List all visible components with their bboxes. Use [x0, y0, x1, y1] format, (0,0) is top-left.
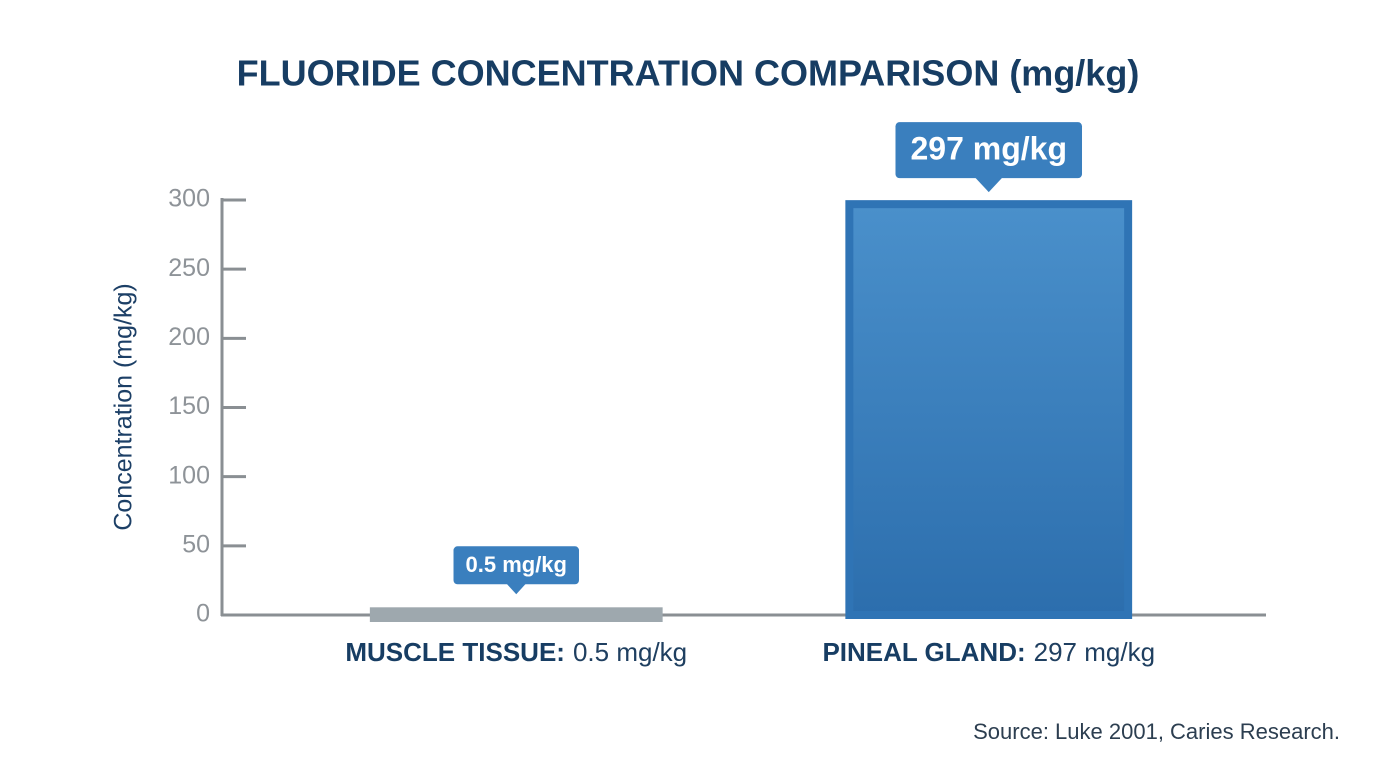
y-tick-label: 250 [168, 254, 210, 282]
y-tick-label: 300 [168, 185, 210, 213]
value-label: 297 mg/kg [910, 131, 1067, 167]
category-value: 0.5 mg/kg [573, 637, 687, 667]
y-axis-label: Concentration (mg/kg) [110, 283, 138, 530]
callout-box [453, 546, 579, 585]
bar [845, 200, 1133, 619]
callout-pointer [974, 177, 1003, 193]
category-value: 297 mg/kg [1034, 637, 1155, 667]
y-tick-label: 150 [168, 392, 210, 420]
value-callout: 0.5 mg/kg [453, 546, 579, 595]
y-tick-label: 50 [182, 530, 210, 558]
value-callout: 297 mg/kg [895, 122, 1083, 193]
callout-pointer [506, 583, 527, 595]
chart-title: FLUORIDE CONCENTRATION COMPARISON (mg/kg… [237, 53, 1140, 94]
source-note: Source: Luke 2001, Caries Research. [973, 719, 1340, 744]
y-tick-label: 100 [168, 461, 210, 489]
category-name: MUSCLE TISSUE: [345, 637, 565, 667]
value-label: 0.5 mg/kg [466, 552, 567, 577]
bar [369, 607, 663, 623]
y-tick-label: 0 [196, 600, 210, 628]
x-tick-label: PINEAL GLAND: 297 mg/kg [822, 637, 1155, 667]
y-tick-label: 200 [168, 323, 210, 351]
callout-box [895, 122, 1083, 179]
category-name: PINEAL GLAND: [822, 637, 1025, 667]
x-tick-label: MUSCLE TISSUE: 0.5 mg/kg [345, 637, 687, 667]
